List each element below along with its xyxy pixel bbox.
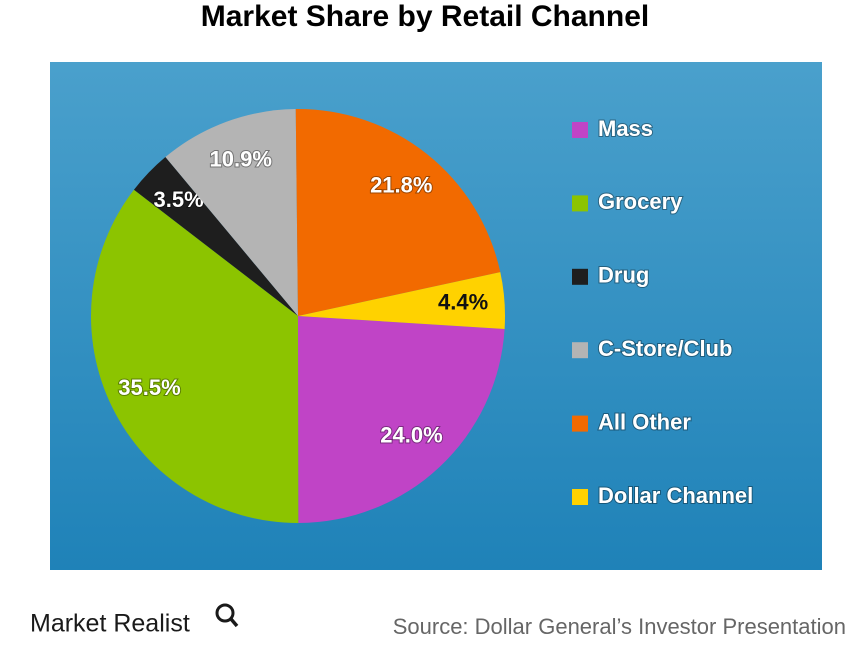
data-label: 35.5% [118, 375, 180, 400]
legend-label: Drug [598, 263, 649, 288]
brand-icon [215, 603, 239, 628]
data-label: 10.9% [210, 146, 272, 171]
data-label: 24.0% [380, 422, 442, 447]
legend-label: Grocery [598, 189, 683, 214]
legend-label: Mass [598, 116, 653, 141]
legend: Mass Grocery Drug C-Store/Club All Other Doll… [572, 115, 754, 509]
chart-title: Market Share by Retail Channel [201, 0, 649, 33]
legend-swatch [572, 415, 588, 432]
pie-slice [298, 272, 505, 329]
pie-slice [295, 109, 501, 316]
pie-slice [133, 157, 298, 316]
data-label: 21.8% [370, 172, 432, 197]
pie-slice [91, 189, 299, 523]
legend-swatch [572, 122, 588, 138]
pie-slice [165, 109, 298, 316]
legend-label: Dollar Channel [598, 483, 753, 508]
pie-slice [298, 316, 505, 523]
legend-label: All Other [598, 409, 691, 434]
legend-swatch [572, 489, 588, 505]
legend-swatch [572, 195, 588, 212]
legend-swatch [572, 268, 588, 285]
legend-swatch [572, 342, 588, 359]
data-label: 4.4% [438, 289, 488, 314]
legend-label: C-Store/Club [598, 336, 732, 361]
source-note: Source: Dollar General’s Investor Presen… [393, 614, 846, 639]
pie: 24.0%35.5%3.5%10.9%21.8%4.4% [91, 109, 505, 523]
brand: Market Realist [30, 610, 190, 638]
